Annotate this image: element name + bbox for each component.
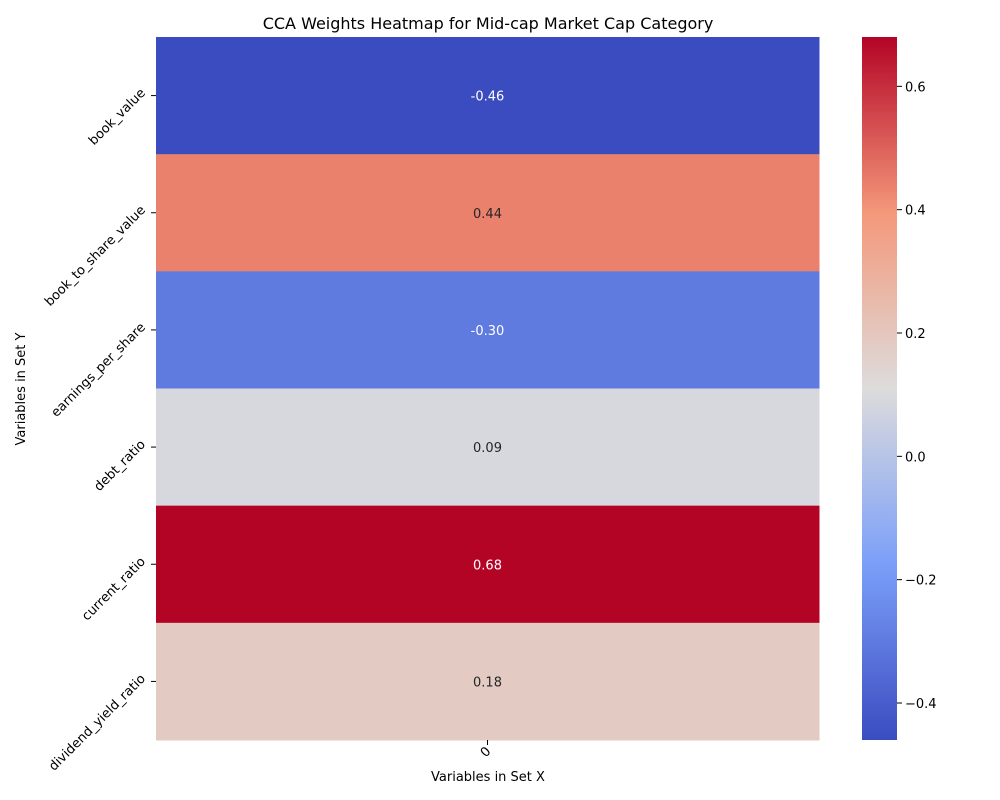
y-axis-label: Variables in Set Y: [14, 332, 29, 445]
colorbar-tick-label: 0.0: [905, 450, 926, 465]
heatmap-cell: [156, 154, 820, 272]
y-tick-label: debt_ratio: [91, 437, 148, 494]
y-tick-label: dividend_yield_ratio: [46, 672, 149, 775]
heatmap-cell: [156, 622, 820, 741]
cell-value-label: -0.46: [471, 90, 505, 105]
colorbar-tick-label: 0.2: [905, 327, 926, 342]
cell-value-label: 0.68: [473, 558, 502, 573]
y-tick-label: book_to_share_value: [42, 203, 149, 310]
colorbar-tick-label: −0.4: [905, 697, 937, 712]
heatmap-cell: [156, 37, 820, 155]
x-tick-label: 0: [478, 744, 494, 760]
cell-value-label: -0.30: [471, 324, 505, 339]
heatmap-cells: -0.46 0.44 -0.30 0.09 0.68 0.18: [156, 37, 820, 741]
heatmap-cell: [156, 388, 820, 507]
heatmap-cell: [156, 271, 820, 389]
colorbar-tick-label: −0.2: [905, 574, 937, 589]
y-tick-label: earnings_per_share: [49, 320, 149, 420]
heatmap-cell: [156, 505, 820, 624]
cell-value-label: 0.44: [473, 207, 502, 222]
x-axis-label: Variables in Set X: [431, 770, 545, 785]
cell-value-label: 0.09: [473, 441, 502, 456]
y-tick-label: current_ratio: [79, 554, 149, 624]
y-tick-label: book_value: [86, 86, 149, 149]
cell-value-label: 0.18: [473, 675, 502, 690]
chart-title: CCA Weights Heatmap for Mid-cap Market C…: [263, 14, 714, 33]
colorbar: [862, 37, 897, 740]
x-tick-labels: 0: [478, 740, 494, 761]
y-tick-labels: book_value book_to_share_valueearnings_pe…: [42, 86, 156, 774]
colorbar-tick-label: 0.6: [905, 80, 926, 95]
colorbar-ticks: 0.6 0.4 0.2 0.0 −0.2 −0.4: [897, 80, 937, 712]
colorbar-tick-label: 0.4: [905, 204, 926, 219]
